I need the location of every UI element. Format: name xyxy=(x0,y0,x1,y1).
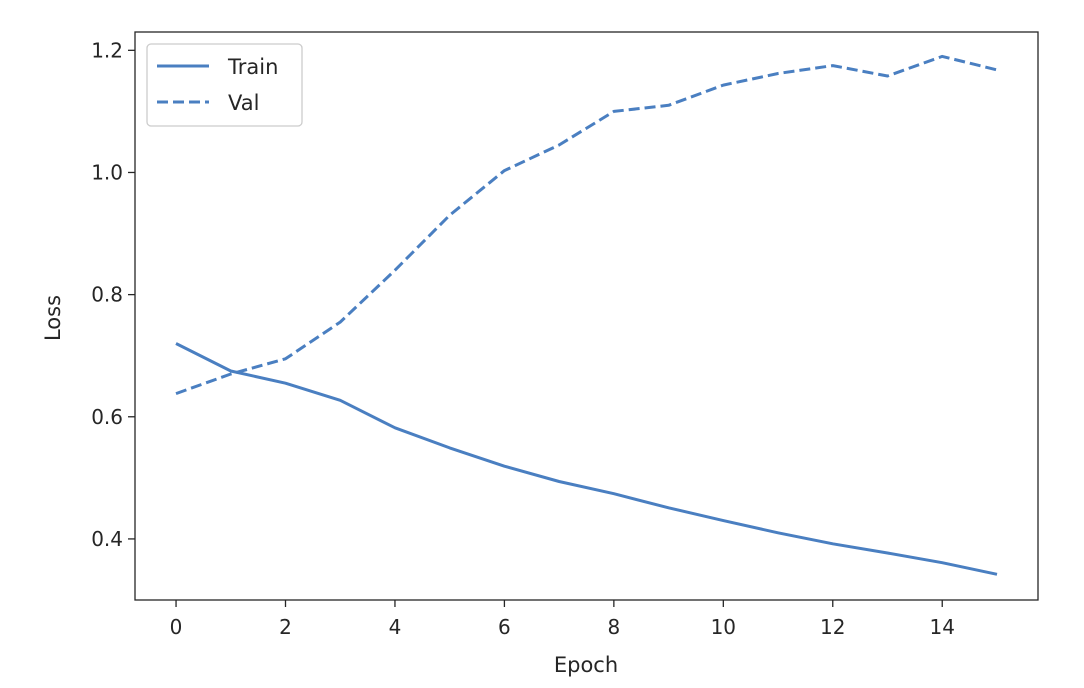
x-tick-label: 12 xyxy=(820,615,845,639)
y-tick-label: 1.0 xyxy=(91,160,123,184)
y-axis-ticks: 0.4 0.6 0.8 1.0 1.2 xyxy=(91,38,135,551)
x-tick-label: 4 xyxy=(389,615,402,639)
x-tick-label: 0 xyxy=(170,615,183,639)
x-axis-ticks: 0 2 4 6 8 10 12 14 xyxy=(170,600,955,639)
y-tick-label: 0.4 xyxy=(91,527,123,551)
y-tick-label: 1.2 xyxy=(91,38,123,62)
axes-spines xyxy=(134,31,1039,601)
x-tick-label: 10 xyxy=(711,615,736,639)
y-tick-label: 0.6 xyxy=(91,405,123,429)
series-line-val xyxy=(175,54,998,396)
legend-label-val: Val xyxy=(228,91,259,115)
x-tick-label: 2 xyxy=(279,615,292,639)
legend-box xyxy=(146,43,303,127)
x-tick-label: 14 xyxy=(930,615,955,639)
series-lines xyxy=(175,54,998,576)
legend: Train Val xyxy=(146,43,303,127)
y-axis-label: Loss xyxy=(41,295,65,341)
x-tick-label: 8 xyxy=(607,615,620,639)
series-line-train xyxy=(175,342,998,576)
x-axis-label: Epoch xyxy=(554,653,618,677)
axes-frame xyxy=(134,31,1039,601)
legend-label-train: Train xyxy=(227,55,278,79)
y-tick-label: 0.8 xyxy=(91,283,123,307)
x-tick-label: 6 xyxy=(498,615,511,639)
